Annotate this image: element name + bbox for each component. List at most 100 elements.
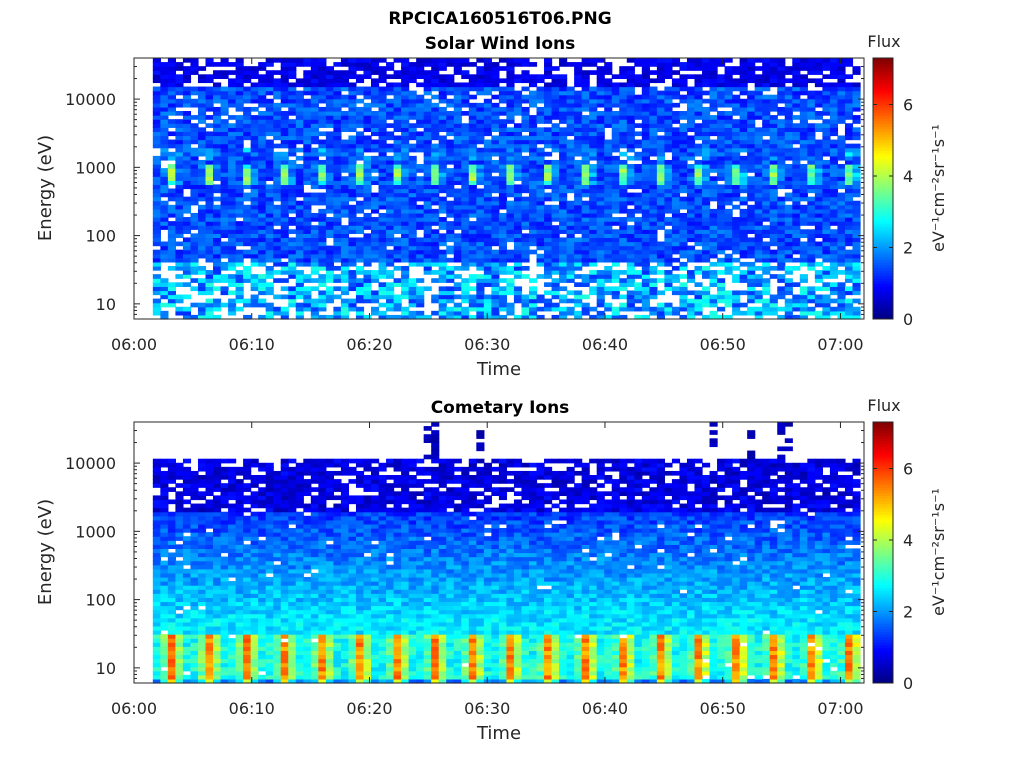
heatmap-cell bbox=[483, 70, 492, 75]
heatmap-cell bbox=[325, 74, 334, 79]
heatmap-cell bbox=[213, 184, 222, 190]
heatmap-cell bbox=[220, 196, 229, 202]
heatmap-cell bbox=[310, 229, 319, 234]
heatmap-cell bbox=[491, 168, 500, 173]
heatmap-cell bbox=[498, 261, 508, 267]
heatmap-cell bbox=[747, 217, 756, 222]
heatmap-cell bbox=[589, 306, 598, 312]
heatmap-cell bbox=[152, 249, 161, 255]
heatmap-cell bbox=[844, 286, 854, 292]
heatmap-cell bbox=[453, 180, 462, 186]
heatmap-cell bbox=[378, 225, 387, 230]
heatmap-cell bbox=[559, 58, 568, 63]
heatmap-cell bbox=[626, 86, 635, 92]
heatmap-cell bbox=[303, 196, 312, 202]
heatmap-cell bbox=[814, 204, 823, 210]
heatmap-cell bbox=[581, 233, 590, 239]
heatmap-cell bbox=[273, 86, 282, 92]
heatmap-cell bbox=[544, 90, 553, 96]
heatmap-cell bbox=[453, 94, 462, 100]
heatmap-cell bbox=[250, 278, 259, 283]
heatmap-cell bbox=[611, 286, 620, 292]
heatmap-cell bbox=[679, 168, 688, 173]
heatmap-cell bbox=[386, 233, 395, 239]
heatmap-cell bbox=[468, 155, 477, 161]
heatmap-cell bbox=[280, 123, 289, 128]
heatmap-cell bbox=[739, 159, 748, 165]
heatmap-cell bbox=[513, 143, 523, 149]
heatmap-cell bbox=[581, 106, 590, 112]
heatmap-cell bbox=[528, 102, 538, 108]
heatmap-cell bbox=[762, 102, 771, 108]
heatmap-cell bbox=[280, 270, 289, 275]
heatmap-cell bbox=[589, 221, 598, 226]
heatmap-cell bbox=[566, 172, 575, 177]
heatmap-cell bbox=[491, 274, 500, 279]
heatmap-cell bbox=[544, 225, 553, 230]
heatmap-cell bbox=[408, 123, 417, 128]
heatmap-cell bbox=[453, 164, 462, 169]
heatmap-cell bbox=[491, 159, 500, 165]
heatmap-cell bbox=[416, 62, 425, 67]
heatmap-cell bbox=[656, 184, 665, 190]
heatmap-cell bbox=[303, 249, 312, 255]
heatmap-cell bbox=[483, 86, 492, 92]
heatmap-cell bbox=[671, 274, 681, 279]
heatmap-cell bbox=[762, 302, 771, 308]
heatmap-cell bbox=[310, 245, 319, 251]
heatmap-cell bbox=[694, 58, 703, 63]
heatmap-cell bbox=[732, 241, 741, 247]
heatmap-cell bbox=[762, 257, 771, 263]
heatmap-cell bbox=[303, 106, 312, 112]
heatmap-cell bbox=[551, 143, 560, 149]
heatmap-cell bbox=[671, 58, 681, 63]
heatmap-cell bbox=[844, 127, 854, 133]
heatmap-cell bbox=[273, 192, 282, 198]
heatmap-cell bbox=[799, 102, 808, 108]
heatmap-cell bbox=[596, 135, 605, 141]
heatmap-cell bbox=[679, 302, 688, 308]
heatmap-cell bbox=[739, 155, 748, 161]
heatmap-cell bbox=[348, 270, 357, 275]
heatmap-cell bbox=[438, 257, 447, 263]
heatmap-cell bbox=[814, 102, 823, 108]
heatmap-cell bbox=[702, 98, 711, 104]
heatmap-cell bbox=[190, 147, 199, 153]
heatmap-cell bbox=[167, 66, 176, 71]
heatmap-cell bbox=[431, 164, 440, 169]
heatmap-cell bbox=[303, 237, 312, 243]
heatmap-cell bbox=[619, 123, 628, 128]
heatmap-cell bbox=[544, 253, 553, 259]
heatmap-cell bbox=[709, 155, 718, 161]
heatmap-cell bbox=[604, 151, 613, 157]
heatmap-cell bbox=[709, 212, 718, 218]
heatmap-cell bbox=[250, 127, 259, 133]
heatmap-cell bbox=[160, 310, 169, 316]
heatmap-cell bbox=[431, 62, 440, 67]
heatmap-cell bbox=[220, 208, 229, 214]
heatmap-cell bbox=[393, 115, 402, 120]
heatmap-cell bbox=[483, 127, 492, 133]
heatmap-cell bbox=[784, 139, 793, 145]
heatmap-cell bbox=[468, 119, 477, 124]
heatmap-cell bbox=[423, 212, 432, 218]
heatmap-cell bbox=[709, 192, 718, 198]
heatmap-cell bbox=[190, 302, 199, 308]
heatmap-cell bbox=[363, 212, 372, 218]
heatmap-cell bbox=[280, 208, 289, 214]
heatmap-cell bbox=[408, 290, 417, 296]
heatmap-cell bbox=[822, 82, 831, 88]
heatmap-cell bbox=[416, 302, 425, 308]
heatmap-cell bbox=[513, 147, 523, 153]
heatmap-cell bbox=[333, 176, 342, 181]
heatmap-cell bbox=[574, 102, 583, 108]
heatmap-cell bbox=[641, 94, 650, 100]
heatmap-cell bbox=[476, 302, 485, 308]
heatmap-cell bbox=[152, 286, 161, 292]
heatmap-cell bbox=[528, 196, 538, 202]
heatmap-cell bbox=[506, 229, 515, 234]
heatmap-cell bbox=[702, 302, 711, 308]
heatmap-cell bbox=[182, 74, 192, 79]
heatmap-cell bbox=[175, 78, 184, 84]
heatmap-cell bbox=[258, 123, 267, 128]
